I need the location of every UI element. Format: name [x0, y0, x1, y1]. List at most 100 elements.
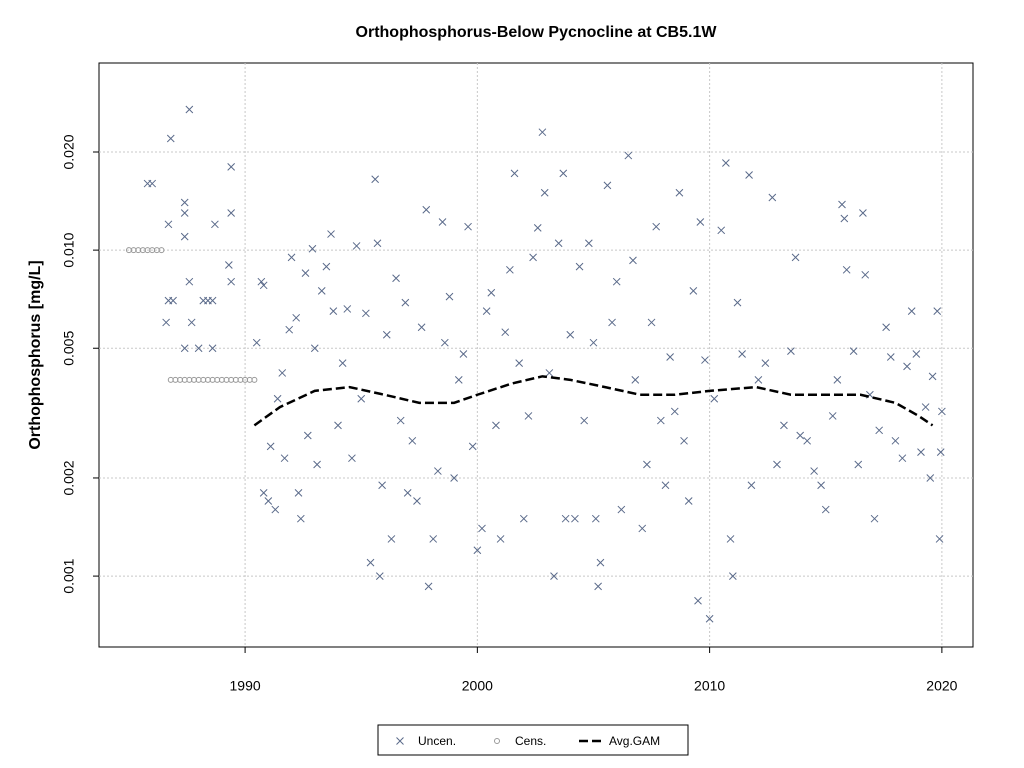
x-marker [338, 359, 347, 368]
x-marker [733, 298, 742, 307]
x-marker [408, 436, 417, 445]
x-marker [701, 356, 709, 364]
plot-frame [98, 62, 974, 648]
x-marker [768, 193, 777, 202]
x-marker [334, 421, 342, 430]
x-marker [329, 307, 338, 315]
x-marker [903, 362, 911, 371]
x-marker [417, 323, 426, 332]
x-marker [566, 330, 575, 339]
x-marker [285, 325, 294, 334]
x-marker [438, 218, 447, 226]
x-marker [224, 261, 233, 269]
chart-title: Orthophosphorus-Below Pycnocline at CB5.… [356, 24, 718, 41]
legend-label: Avg.GAM [609, 734, 660, 748]
x-marker [849, 347, 858, 355]
x-marker [487, 288, 496, 297]
x-marker [591, 514, 600, 523]
x-marker [434, 467, 442, 475]
x-marker [366, 558, 375, 567]
x-marker [208, 296, 217, 305]
x-marker [271, 505, 280, 514]
x-marker [392, 274, 400, 283]
x-marker [694, 596, 702, 605]
x-marker [833, 375, 842, 384]
x-marker [773, 460, 781, 469]
x-marker [926, 474, 935, 482]
x-marker [728, 572, 737, 580]
x-marker [647, 318, 656, 327]
x-marker [185, 277, 194, 286]
x-marker [327, 230, 335, 238]
x-marker [745, 171, 753, 179]
x-marker [561, 514, 570, 523]
x-marker [928, 372, 937, 381]
x-marker [754, 375, 763, 384]
x-marker [603, 181, 612, 190]
x-marker [362, 309, 370, 318]
x-marker [303, 431, 312, 440]
x-marker [675, 188, 684, 197]
legend-swatch [494, 738, 500, 744]
y-axis-label: Orthophosphorus [mg/L] [27, 260, 44, 449]
x-marker [322, 262, 331, 271]
x-marker [352, 242, 361, 250]
x-marker [401, 298, 410, 307]
x-marker [292, 313, 301, 322]
x-marker [571, 514, 579, 523]
x-marker [554, 239, 563, 248]
x-marker [227, 277, 236, 286]
x-marker [722, 159, 730, 167]
x-marker [656, 416, 665, 425]
legend-label: Uncen. [418, 734, 456, 748]
x-marker [424, 582, 433, 591]
x-marker [403, 489, 412, 497]
x-marker [180, 232, 189, 241]
x-marker [780, 421, 788, 430]
x-marker [162, 318, 170, 327]
x-marker [373, 239, 382, 248]
x-marker [478, 524, 486, 533]
x-marker [933, 307, 942, 315]
x-marker [550, 572, 558, 580]
x-marker [454, 375, 463, 384]
x-marker [348, 454, 356, 463]
x-marker [761, 359, 770, 368]
circle-marker [158, 247, 165, 254]
x-marker [445, 292, 454, 301]
x-marker [187, 318, 196, 327]
x-marker [696, 218, 705, 226]
x-marker [294, 489, 303, 497]
x-marker [473, 546, 482, 555]
x-tick-label: 2010 [694, 678, 725, 694]
x-marker [791, 253, 800, 262]
x-marker [375, 572, 384, 580]
x-marker [266, 442, 275, 451]
x-marker [629, 256, 637, 265]
x-marker [396, 416, 405, 425]
x-marker [617, 505, 626, 514]
x-marker [166, 134, 175, 143]
x-marker [538, 128, 547, 137]
x-marker [343, 305, 352, 313]
x-marker [575, 262, 584, 271]
x-marker [545, 369, 554, 377]
y-tick-label: 0.002 [61, 460, 77, 495]
x-marker [821, 505, 830, 514]
x-marker [413, 497, 421, 505]
x-marker [594, 582, 602, 591]
x-marker [506, 265, 514, 274]
x-marker [935, 535, 944, 543]
x-marker [907, 307, 916, 315]
y-tick-label: 0.005 [61, 331, 77, 366]
x-marker [387, 535, 396, 543]
x-marker [689, 286, 698, 295]
x-marker [643, 460, 651, 469]
x-marker [540, 188, 549, 197]
x-marker [861, 270, 870, 279]
x-marker [580, 416, 589, 425]
legend-label: Cens. [515, 734, 546, 748]
x-marker [854, 460, 863, 469]
x-marker [440, 338, 449, 347]
x-marker [515, 359, 524, 368]
